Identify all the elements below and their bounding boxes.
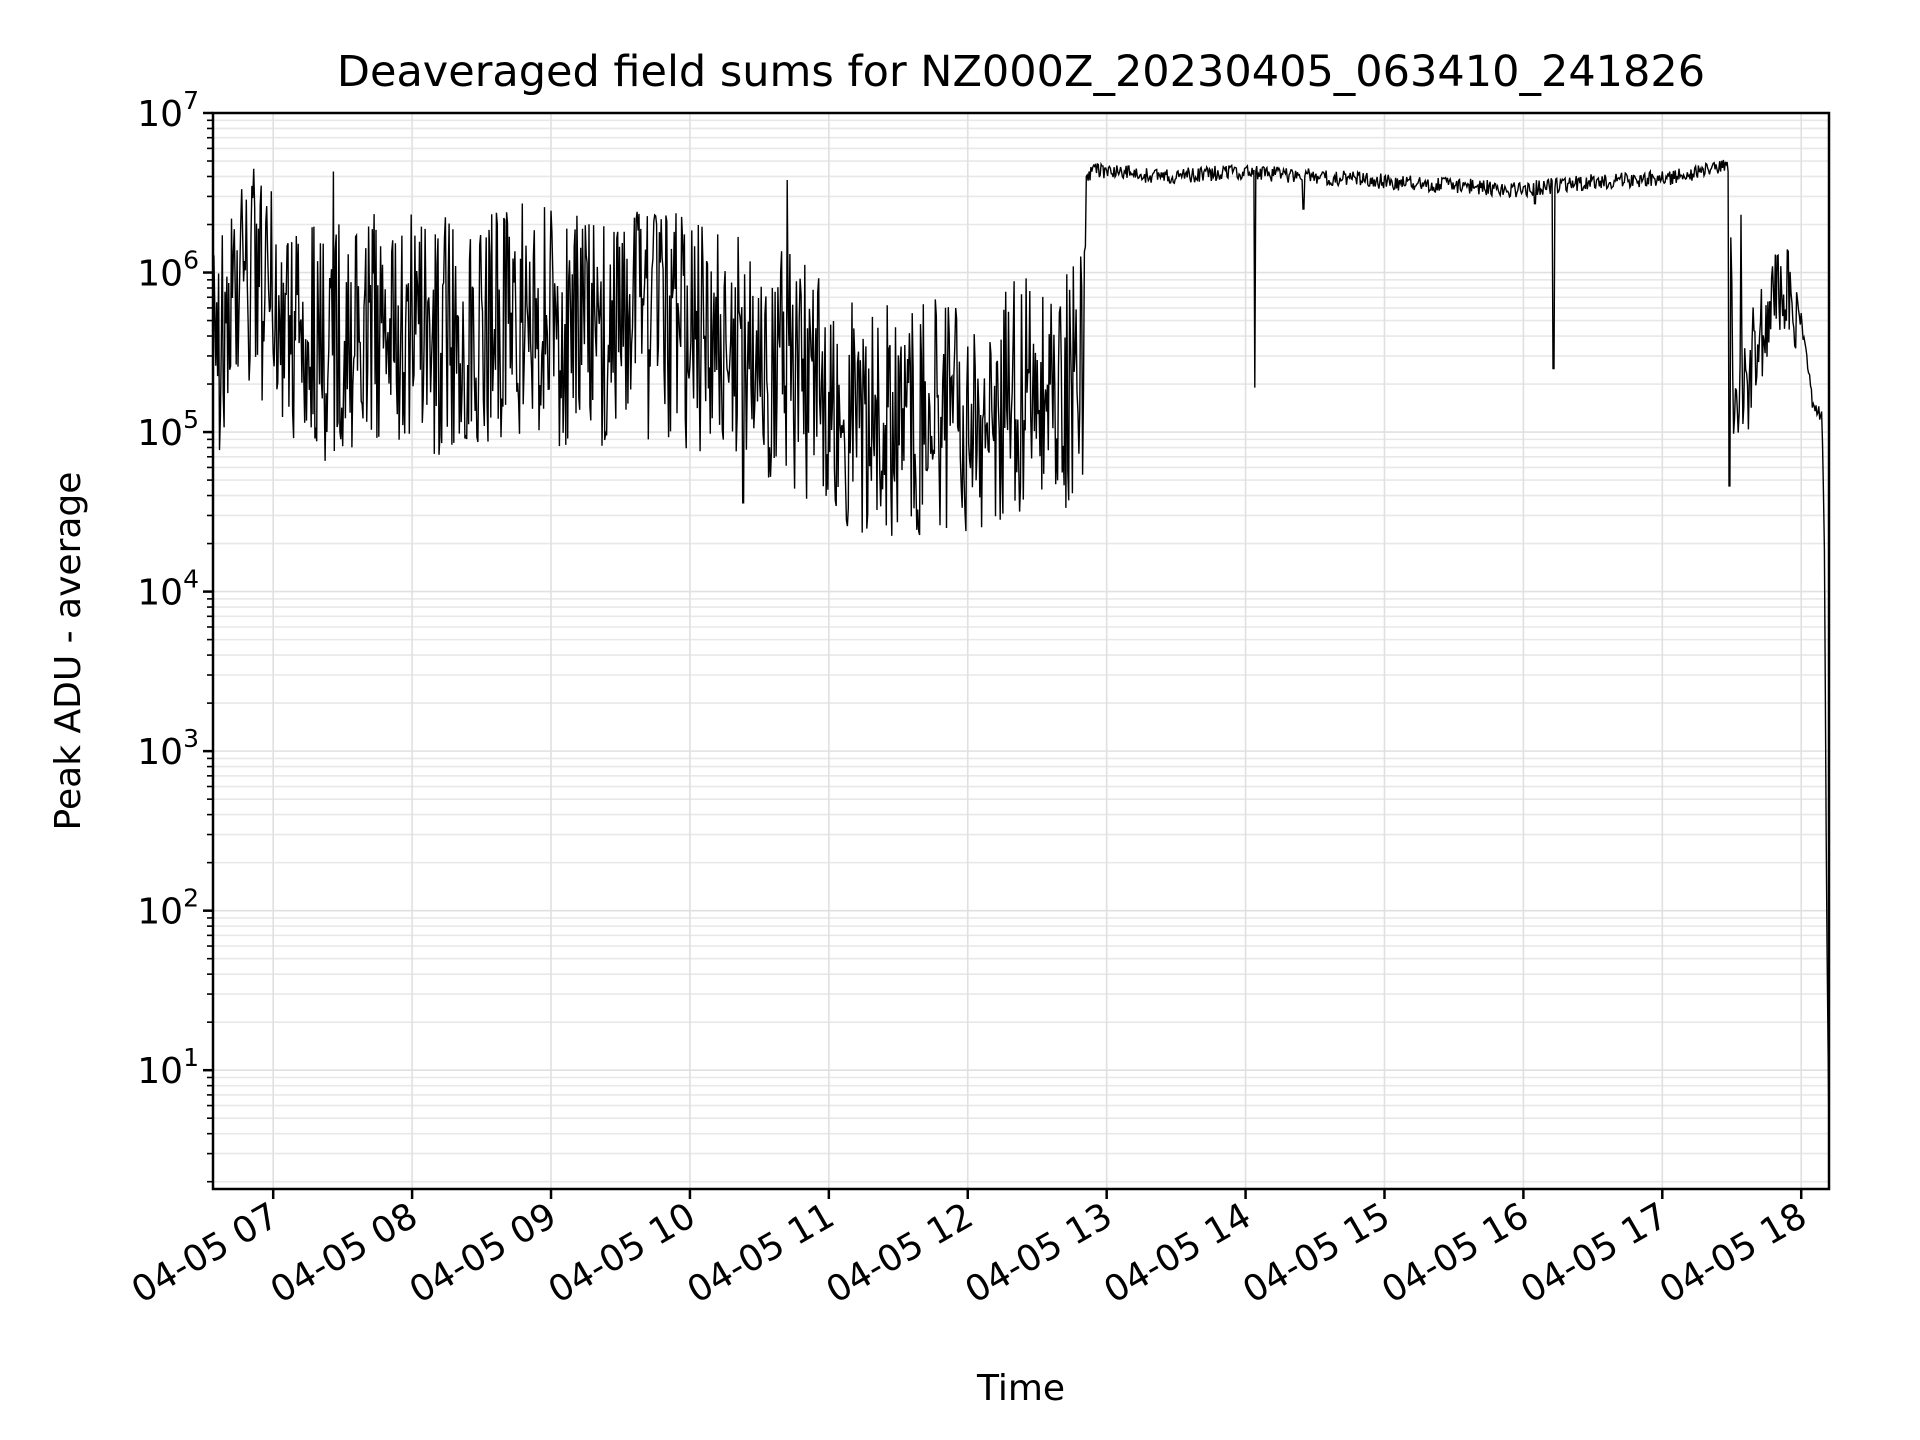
grid — [213, 112, 1829, 1189]
y-tick-label: 102 — [137, 884, 199, 933]
chart-title: Deaveraged field sums for NZ000Z_2023040… — [337, 47, 1705, 97]
y-tick-label: 106 — [137, 246, 199, 295]
y-tick-label: 101 — [137, 1043, 199, 1092]
y-tick-label: 105 — [137, 405, 199, 454]
y-tick-label: 104 — [137, 565, 199, 614]
plot-frame — [211, 111, 1831, 1191]
series-line — [212, 159, 1830, 1133]
y-axis-label: Peak ADU - average — [48, 472, 89, 831]
series-layer — [212, 159, 1830, 1133]
y-tick-label: 103 — [137, 724, 199, 773]
y-tick-label: 107 — [137, 86, 199, 135]
x-axis-label: Time — [976, 1368, 1065, 1409]
